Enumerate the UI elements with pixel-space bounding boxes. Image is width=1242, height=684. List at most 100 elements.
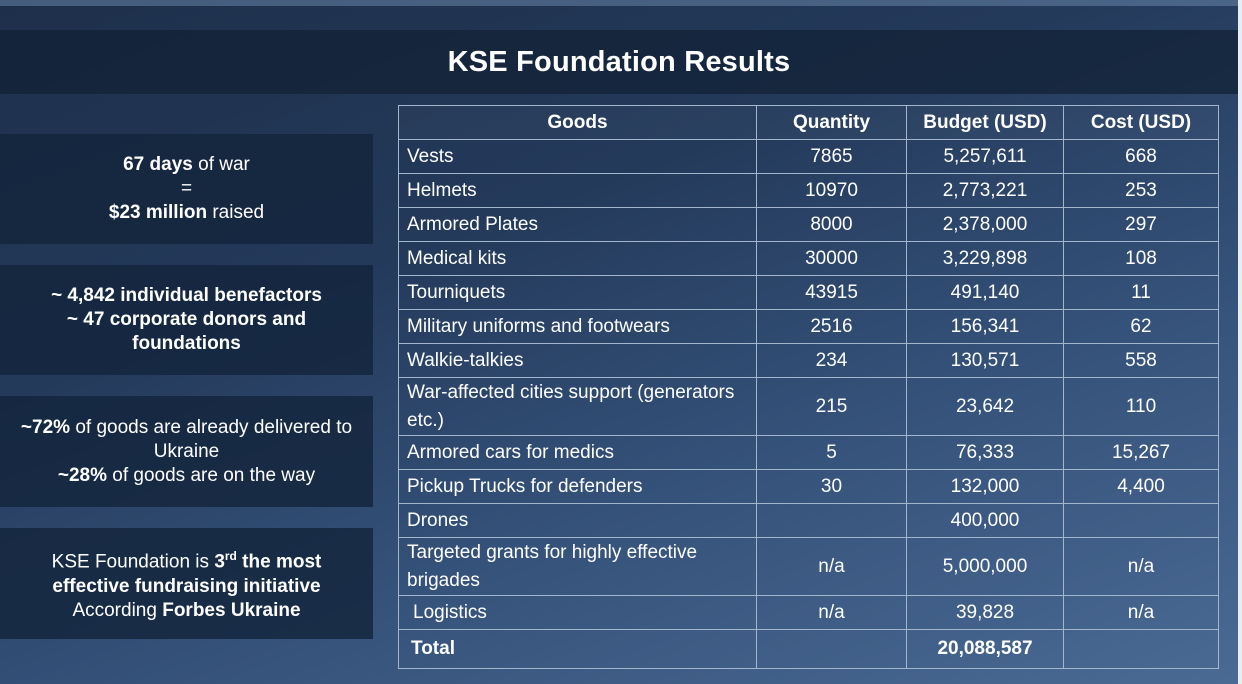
- individual-benefactors: ~ 4,842 individual benefactors: [51, 285, 322, 306]
- cell-goods: Walkie-talkies: [398, 343, 757, 378]
- cell-cost: 108: [1063, 241, 1219, 276]
- cell-cost: 62: [1063, 309, 1219, 344]
- forbes-prefix: KSE Foundation is: [51, 551, 215, 573]
- cell-quantity: 234: [756, 343, 907, 378]
- cell-cost: 11: [1063, 275, 1219, 310]
- delivered-percent: ~72%: [20, 416, 71, 438]
- cell-budget: 156,341: [906, 309, 1064, 344]
- cell-cost: 253: [1063, 173, 1219, 208]
- cell-goods: Tourniquets: [398, 275, 757, 310]
- on-way-label: of goods are on the way: [107, 464, 316, 486]
- war-days-label: of war: [192, 154, 250, 175]
- cell-quantity: n/a: [756, 537, 907, 596]
- cell-cost: 297: [1063, 207, 1219, 242]
- table-header-row: Goods Quantity Budget (USD) Cost (USD): [398, 105, 1219, 140]
- cell-budget: 400,000: [906, 503, 1064, 538]
- cell-goods: Military uniforms and footwears: [398, 309, 757, 344]
- cell-budget: 39,828: [906, 595, 1064, 630]
- right-border: [1238, 0, 1242, 684]
- war-days-count: 67 days: [123, 154, 193, 175]
- cell-cost: 4,400: [1063, 469, 1219, 504]
- table-row: Military uniforms and footwears 2516 156…: [398, 309, 1219, 344]
- forbes-according: According: [72, 599, 163, 621]
- corporate-donors: ~ 47 corporate donors and foundations: [66, 309, 307, 354]
- equals-sign: =: [180, 178, 193, 199]
- cell-quantity: [756, 503, 907, 538]
- total-quantity: [756, 629, 907, 669]
- war-days-text: 67 days of war = $23 million raised: [109, 153, 264, 225]
- table-row: Armored Plates 8000 2,378,000 297: [398, 207, 1219, 242]
- title-bar: KSE Foundation Results: [0, 30, 1238, 94]
- cell-goods: Drones: [398, 503, 757, 538]
- raised-amount: $23 million: [108, 202, 208, 223]
- cell-budget: 3,229,898: [906, 241, 1064, 276]
- header-budget: Budget (USD): [906, 105, 1064, 140]
- table-row: Tourniquets 43915 491,140 11: [398, 275, 1219, 310]
- cell-goods: Logistics: [398, 595, 757, 630]
- cell-quantity: 8000: [756, 207, 907, 242]
- cell-quantity: 2516: [756, 309, 907, 344]
- table-row: Targeted grants for highly effective bri…: [398, 537, 1219, 596]
- table-row: Walkie-talkies 234 130,571 558: [398, 343, 1219, 378]
- cell-quantity: 30: [756, 469, 907, 504]
- results-table-wrap: Goods Quantity Budget (USD) Cost (USD) V…: [398, 105, 1219, 669]
- cell-quantity: 30000: [756, 241, 907, 276]
- forbes-rank-suffix: rd: [224, 549, 237, 564]
- table-row: Pickup Trucks for defenders 30 132,000 4…: [398, 469, 1219, 504]
- war-days-box: 67 days of war = $23 million raised: [0, 134, 373, 244]
- cell-goods: Vests: [398, 139, 757, 174]
- cell-cost: 558: [1063, 343, 1219, 378]
- cell-goods: Pickup Trucks for defenders: [398, 469, 757, 504]
- table-row: Logistics n/a 39,828 n/a: [398, 595, 1219, 630]
- header-cost: Cost (USD): [1063, 105, 1219, 140]
- forbes-rank-text: the most effective fundraising initiativ…: [52, 551, 322, 597]
- cell-budget: 76,333: [906, 435, 1064, 470]
- cell-quantity: n/a: [756, 595, 907, 630]
- cell-budget: 2,378,000: [906, 207, 1064, 242]
- donors-text: ~ 4,842 individual benefactors ~ 47 corp…: [0, 284, 373, 356]
- total-budget: 20,088,587: [906, 629, 1064, 669]
- cell-cost: n/a: [1063, 595, 1219, 630]
- cell-goods: Armored cars for medics: [398, 435, 757, 470]
- delivered-label: of goods are already delivered to Ukrain…: [70, 416, 353, 462]
- total-row: Total 20,088,587: [398, 629, 1219, 669]
- table-row: Medical kits 30000 3,229,898 108: [398, 241, 1219, 276]
- results-table: Goods Quantity Budget (USD) Cost (USD) V…: [398, 105, 1219, 669]
- cell-budget: 5,000,000: [906, 537, 1064, 596]
- cell-budget: 23,642: [906, 377, 1064, 436]
- cell-goods: Armored Plates: [398, 207, 757, 242]
- cell-budget: 2,773,221: [906, 173, 1064, 208]
- table-row: Helmets 10970 2,773,221 253: [398, 173, 1219, 208]
- table-row: Armored cars for medics 5 76,333 15,267: [398, 435, 1219, 470]
- table-row: Vests 7865 5,257,611 668: [398, 139, 1219, 174]
- forbes-source: Forbes Ukraine: [162, 599, 301, 621]
- cell-quantity: 5: [756, 435, 907, 470]
- delivery-text: ~72% of goods are already delivered to U…: [0, 416, 373, 488]
- raised-label: raised: [207, 202, 265, 223]
- cell-cost: 110: [1063, 377, 1219, 436]
- cell-cost: n/a: [1063, 537, 1219, 596]
- cell-budget: 130,571: [906, 343, 1064, 378]
- header-goods: Goods: [398, 105, 757, 140]
- cell-cost: [1063, 503, 1219, 538]
- cell-cost: 15,267: [1063, 435, 1219, 470]
- cell-budget: 5,257,611: [906, 139, 1064, 174]
- delivery-box: ~72% of goods are already delivered to U…: [0, 396, 373, 507]
- cell-quantity: 43915: [756, 275, 907, 310]
- table-row: Drones 400,000: [398, 503, 1219, 538]
- cell-goods: Helmets: [398, 173, 757, 208]
- forbes-text: KSE Foundation is 3rd the most effective…: [0, 544, 373, 622]
- donors-box: ~ 4,842 individual benefactors ~ 47 corp…: [0, 265, 373, 375]
- total-cost: [1063, 629, 1219, 669]
- header-quantity: Quantity: [756, 105, 907, 140]
- cell-quantity: 10970: [756, 173, 907, 208]
- cell-quantity: 215: [756, 377, 907, 436]
- cell-budget: 132,000: [906, 469, 1064, 504]
- cell-quantity: 7865: [756, 139, 907, 174]
- cell-goods: War-affected cities support (generators …: [398, 377, 757, 436]
- top-border: [0, 0, 1242, 6]
- cell-goods: Targeted grants for highly effective bri…: [398, 537, 757, 596]
- forbes-box: KSE Foundation is 3rd the most effective…: [0, 528, 373, 639]
- table-row: War-affected cities support (generators …: [398, 377, 1219, 436]
- total-label: Total: [398, 629, 757, 669]
